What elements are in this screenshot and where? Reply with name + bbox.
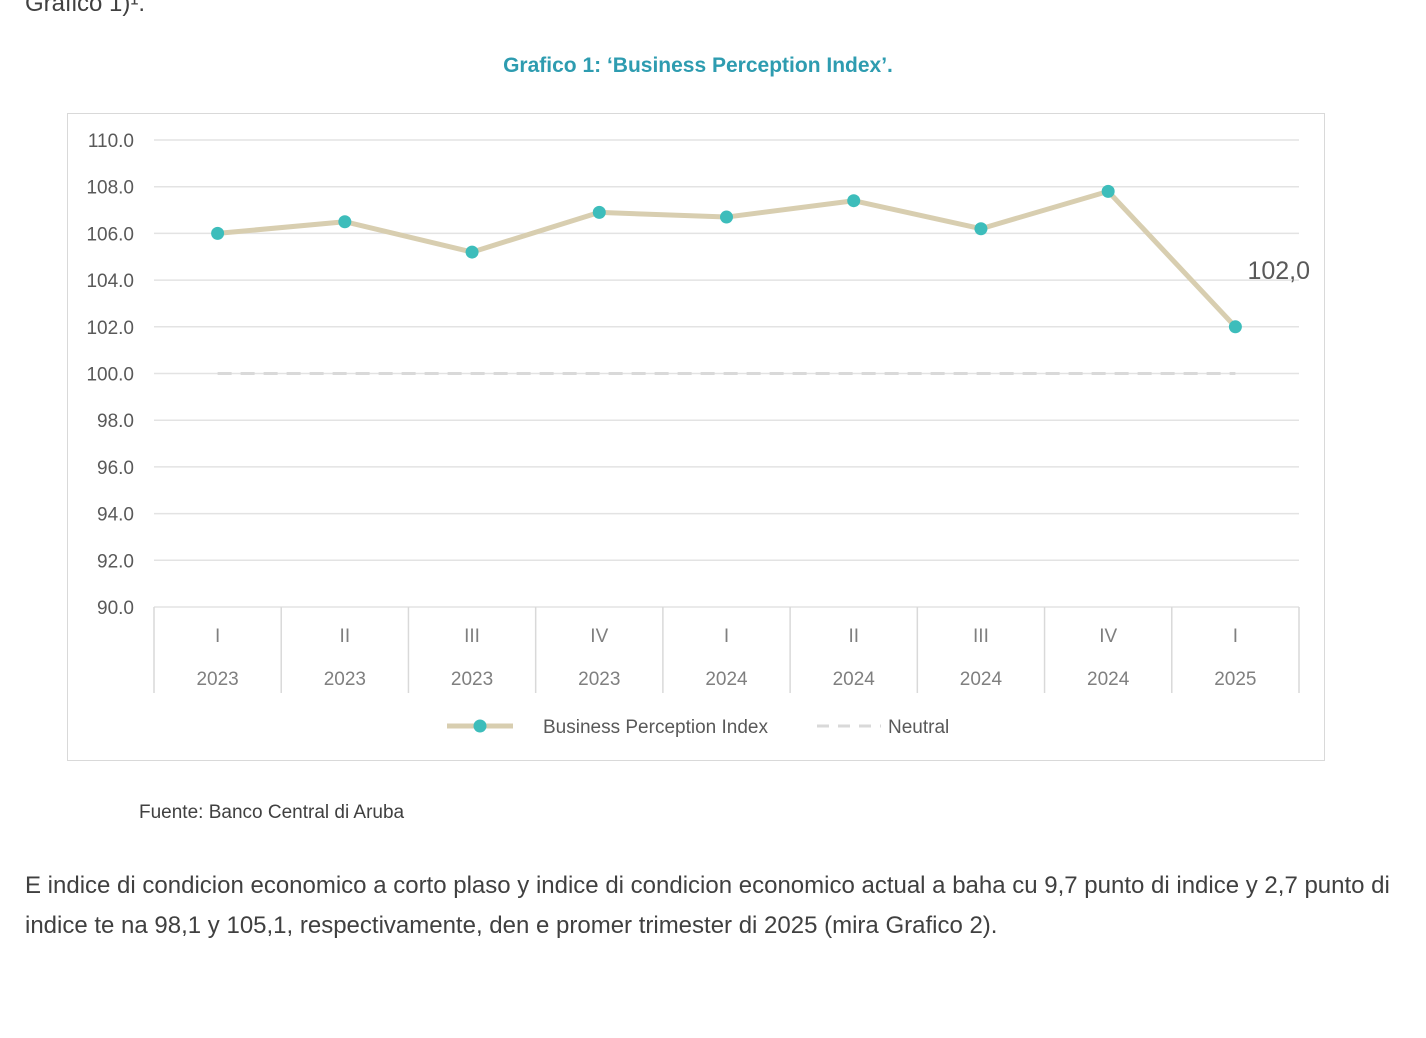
y-tick-label: 98.0 (97, 411, 134, 432)
chart-source-note: Fuente: Banco Central di Aruba (139, 802, 405, 823)
x-tick-year-label: 2023 (324, 669, 366, 690)
data-point-marker (1228, 320, 1242, 334)
chart-title: Grafico 1: ‘Business Perception Index’. (503, 54, 893, 77)
y-tick-label: 102.0 (86, 318, 134, 339)
data-point-marker (1101, 184, 1115, 198)
last-point-data-label: 102,0 (1247, 257, 1310, 285)
data-point-marker (847, 194, 861, 208)
x-tick-quarter-label: IV (590, 626, 608, 647)
legend-main-swatch-marker (473, 719, 487, 733)
x-tick-quarter-label: III (973, 626, 989, 647)
x-tick-quarter-label: I (1233, 626, 1238, 647)
legend-label-business-perception-index: Business Perception Index (543, 717, 768, 738)
x-tick-year-label: 2024 (833, 669, 876, 690)
x-tick-year-label: 2024 (960, 669, 1003, 690)
preceding-text-fragment: Grafico 1)¹. (25, 0, 146, 17)
x-tick-year-label: 2023 (451, 669, 493, 690)
y-tick-label: 110.0 (88, 131, 134, 152)
data-point-marker (338, 215, 352, 229)
body-paragraph: E indice di condicion economico a corto … (25, 872, 1390, 939)
x-tick-year-label: 2025 (1214, 669, 1256, 690)
data-point-marker (211, 226, 225, 240)
y-tick-label: 108.0 (86, 178, 134, 199)
data-point-marker (720, 210, 733, 224)
x-tick-year-label: 2024 (1087, 669, 1130, 690)
business-perception-chart: 110.0 108.0 106.0 104.0 102.0 100.0 98.0 96.0 94… (86, 131, 1310, 738)
legend-label-neutral: Neutral (888, 717, 949, 738)
x-tick-quarter-label: IV (1099, 626, 1117, 647)
y-tick-label: 92.0 (97, 551, 134, 572)
x-tick-quarter-label: III (464, 626, 480, 647)
x-tick-quarter-label: II (848, 626, 859, 647)
x-tick-year-label: 2023 (578, 669, 620, 690)
y-tick-label: 106.0 (86, 224, 134, 245)
x-tick-year-label: 2024 (705, 669, 748, 690)
data-point-marker (465, 245, 479, 259)
x-tick-quarter-label: I (724, 626, 729, 647)
y-tick-label: 96.0 (97, 458, 134, 479)
data-point-marker (974, 222, 988, 236)
y-tick-label: 94.0 (97, 505, 134, 526)
y-tick-label: 90.0 (97, 598, 134, 619)
x-tick-year-label: 2023 (196, 669, 238, 690)
data-point-marker (592, 205, 606, 219)
y-tick-label: 100.0 (86, 365, 134, 386)
chart-frame (67, 113, 1325, 761)
y-tick-label: 104.0 (86, 271, 134, 292)
x-tick-quarter-label: I (215, 626, 220, 647)
x-tick-quarter-label: II (340, 626, 351, 647)
